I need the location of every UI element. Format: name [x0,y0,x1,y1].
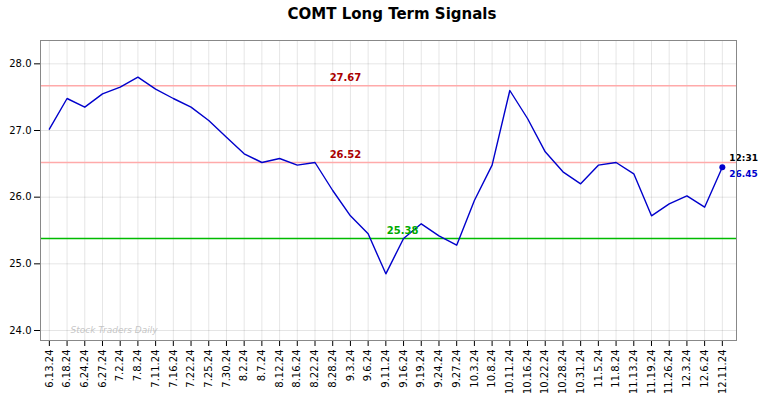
svg-text:10.16.24: 10.16.24 [522,350,533,395]
svg-text:6.24.24: 6.24.24 [79,350,90,388]
svg-text:9.3.24: 9.3.24 [345,350,356,382]
svg-text:25.38: 25.38 [387,225,419,236]
svg-text:12.3.24: 12.3.24 [681,350,692,388]
svg-text:6.27.24: 6.27.24 [97,350,108,388]
svg-text:11.5.24: 11.5.24 [593,350,604,388]
svg-text:8.22.24: 8.22.24 [309,350,320,388]
svg-text:9.24.24: 9.24.24 [433,350,444,388]
svg-text:6.18.24: 6.18.24 [61,350,72,388]
svg-text:11.13.24: 11.13.24 [628,350,639,395]
svg-text:9.6.24: 9.6.24 [362,350,373,382]
svg-text:10.3.24: 10.3.24 [469,350,480,388]
html-text:COMT Long Term Signals: COMT Long Term Signals [287,5,497,23]
svg-text:6.13.24: 6.13.24 [44,350,55,388]
svg-text:8.2.24: 8.2.24 [238,350,249,382]
svg-text:8.28.24: 8.28.24 [327,350,338,388]
svg-text:27.67: 27.67 [330,72,362,83]
svg-text:7.8.24: 7.8.24 [132,350,143,382]
svg-text:28.0: 28.0 [9,58,31,69]
svg-text:26.0: 26.0 [9,191,31,202]
svg-text:11.26.24: 11.26.24 [663,350,674,395]
svg-text:7.16.24: 7.16.24 [168,350,179,388]
svg-text:9.19.24: 9.19.24 [415,350,426,388]
svg-text:8.12.24: 8.12.24 [274,350,285,388]
svg-text:7.25.24: 7.25.24 [203,350,214,388]
svg-text:26.45: 26.45 [729,169,757,179]
svg-text:27.0: 27.0 [9,125,31,136]
svg-text:11.8.24: 11.8.24 [610,350,621,388]
svg-text:12.6.24: 12.6.24 [699,350,710,388]
svg-text:11.19.24: 11.19.24 [646,350,657,395]
svg-text:Stock Traders Daily: Stock Traders Daily [71,325,159,335]
svg-text:8.16.24: 8.16.24 [291,350,302,388]
svg-text:10.11.24: 10.11.24 [504,350,515,395]
svg-text:8.7.24: 8.7.24 [256,350,267,382]
svg-text:24.0: 24.0 [9,325,31,336]
svg-text:25.0: 25.0 [9,258,31,269]
svg-text:9.27.24: 9.27.24 [451,350,462,388]
svg-text:10.22.24: 10.22.24 [539,350,550,395]
svg-text:9.16.24: 9.16.24 [398,350,409,388]
svg-text:9.11.24: 9.11.24 [380,350,391,388]
svg-text:12.11.24: 12.11.24 [717,350,728,395]
svg-text:12:31: 12:31 [729,153,758,163]
svg-text:26.52: 26.52 [330,149,362,160]
svg-text:7.22.24: 7.22.24 [185,350,196,388]
svg-text:7.30.24: 7.30.24 [221,350,232,388]
svg-text:10.8.24: 10.8.24 [486,350,497,388]
svg-text:7.11.24: 7.11.24 [150,350,161,388]
svg-text:10.28.24: 10.28.24 [557,350,568,395]
svg-text:10.31.24: 10.31.24 [575,350,586,395]
svg-text:7.2.24: 7.2.24 [114,350,125,382]
